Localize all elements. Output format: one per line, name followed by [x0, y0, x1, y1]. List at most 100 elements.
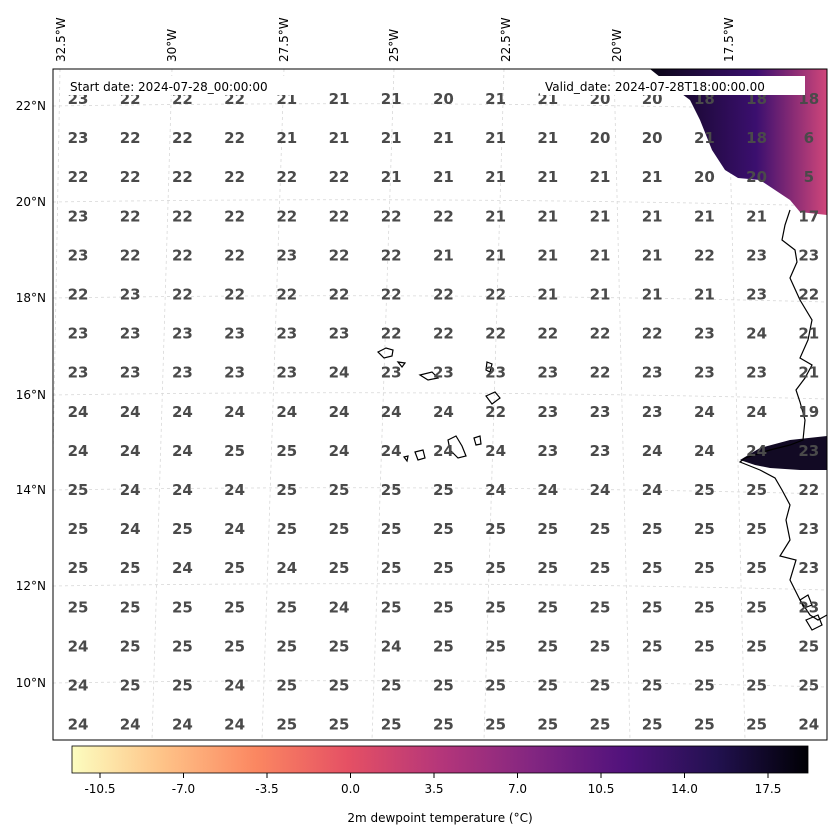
- grid-value-r2-c13: 20: [746, 168, 767, 186]
- grid-value-r2-c6: 21: [381, 168, 402, 186]
- grid-value-r12-c3: 25: [224, 559, 245, 577]
- grid-value-r13-c12: 25: [694, 598, 715, 616]
- grid-value-r13-c1: 25: [120, 598, 141, 616]
- grid-value-r2-c1: 22: [120, 168, 141, 186]
- grid-value-r7-c2: 23: [172, 364, 193, 382]
- grid-value-r7-c5: 24: [329, 364, 350, 382]
- grid-value-r10-c5: 25: [329, 481, 350, 499]
- grid-value-r5-c10: 21: [590, 286, 611, 304]
- grid-value-r3-c6: 22: [381, 207, 402, 225]
- grid-value-r10-c14: 22: [798, 481, 819, 499]
- grid-value-r14-c6: 24: [381, 637, 402, 655]
- map-background: [53, 69, 827, 740]
- grid-value-r15-c8: 25: [485, 677, 506, 695]
- gridline-lat-10n: [53, 680, 827, 688]
- gridline-lat-12n: [53, 583, 827, 591]
- grid-value-r14-c7: 25: [433, 637, 454, 655]
- gridline-lon-27.5w: [261, 69, 285, 740]
- grid-value-r14-c1: 25: [120, 637, 141, 655]
- grid-value-r9-c0: 24: [68, 442, 89, 460]
- grid-value-r5-c13: 23: [746, 286, 767, 304]
- longitude-labels: 32.5°W 30°W 27.5°W 25°W 22.5°W 20°W 17.5…: [54, 17, 736, 62]
- grid-value-r15-c13: 25: [746, 677, 767, 695]
- grid-value-r7-c14: 21: [798, 364, 819, 382]
- gridline-lon-25w: [371, 69, 395, 740]
- grid-value-r14-c10: 25: [590, 637, 611, 655]
- grid-value-r2-c3: 22: [224, 168, 245, 186]
- grid-value-r14-c5: 25: [329, 637, 350, 655]
- lon-label-22.5w: 22.5°W: [499, 17, 513, 62]
- lat-label-18n: 18°N: [16, 291, 46, 305]
- latitude-labels: 22°N 20°N 18°N 16°N 14°N 12°N 10°N: [16, 99, 46, 690]
- grid-value-r11-c5: 25: [329, 520, 350, 538]
- grid-value-r15-c11: 25: [642, 677, 663, 695]
- grid-value-r3-c5: 22: [329, 207, 350, 225]
- grid-value-r8-c5: 24: [329, 403, 350, 421]
- grid-value-r9-c10: 23: [590, 442, 611, 460]
- lat-label-22n: 22°N: [16, 99, 46, 113]
- lon-label-20w: 20°W: [610, 29, 624, 62]
- grid-value-r11-c13: 25: [746, 520, 767, 538]
- coastlines: [376, 209, 827, 631]
- lat-label-10n: 10°N: [16, 676, 46, 690]
- valid-date-text: Valid_date: 2024-07-28T18:00:00.00: [545, 80, 765, 94]
- map-frame: [52, 68, 828, 741]
- grid-value-r3-c0: 23: [68, 207, 89, 225]
- grid-value-r16-c8: 25: [485, 716, 506, 734]
- grid-value-r12-c2: 24: [172, 559, 193, 577]
- valid-date-box: Valid_date: 2024-07-28T18:00:00.00: [540, 76, 805, 95]
- grid-value-r10-c10: 24: [590, 481, 611, 499]
- grid-value-r4-c12: 22: [694, 246, 715, 264]
- colorbar-tick-label-0: -10.5: [84, 782, 115, 796]
- africa-coastline: [738, 209, 827, 621]
- grid-value-r16-c2: 24: [172, 716, 193, 734]
- gridline-lon-17.5w: [727, 69, 746, 740]
- grid-value-r4-c8: 21: [485, 246, 506, 264]
- grid-value-r9-c1: 24: [120, 442, 141, 460]
- grid-value-r4-c0: 23: [68, 246, 89, 264]
- grid-value-r3-c10: 21: [590, 207, 611, 225]
- land-dewpoint-shading-south: [740, 436, 827, 470]
- lon-label-27.5w: 27.5°W: [277, 17, 291, 62]
- grid-value-r1-c7: 21: [433, 129, 454, 147]
- grid-value-r13-c11: 25: [642, 598, 663, 616]
- grid-value-r0-c6: 21: [381, 90, 402, 108]
- grid-value-r3-c4: 22: [276, 207, 297, 225]
- grid-value-r16-c12: 25: [694, 716, 715, 734]
- grid-value-r2-c2: 22: [172, 168, 193, 186]
- grid-value-r16-c4: 25: [276, 716, 297, 734]
- gridline-lat-18n: [53, 295, 827, 303]
- grid-value-r14-c14: 25: [798, 637, 819, 655]
- gridline-lon-20w: [613, 69, 631, 740]
- grid-value-r2-c8: 21: [485, 168, 506, 186]
- grid-value-r8-c11: 23: [642, 403, 663, 421]
- grid-value-r12-c1: 25: [120, 559, 141, 577]
- grid-value-r10-c3: 24: [224, 481, 245, 499]
- grid-value-r4-c5: 22: [329, 246, 350, 264]
- cape-verde-fogo: [414, 449, 426, 461]
- grid-value-r2-c12: 20: [694, 168, 715, 186]
- grid-value-r7-c7: 23: [433, 364, 454, 382]
- grid-value-r15-c14: 25: [798, 677, 819, 695]
- grid-value-r6-c8: 22: [485, 325, 506, 343]
- grid-value-r15-c9: 25: [537, 677, 558, 695]
- grid-value-r6-c2: 23: [172, 325, 193, 343]
- grid-value-r8-c7: 24: [433, 403, 454, 421]
- grid-value-r1-c8: 21: [485, 129, 506, 147]
- grid-value-r4-c4: 23: [276, 246, 297, 264]
- cape-verde-brava: [402, 455, 409, 463]
- colorbar-tick-label-4: 3.5: [424, 782, 443, 796]
- colorbar-gradient: [71, 745, 809, 774]
- grid-value-r10-c1: 24: [120, 481, 141, 499]
- grid-value-r9-c6: 24: [381, 442, 402, 460]
- colorbar-tick-label-7: 14.0: [671, 782, 698, 796]
- grid-value-r3-c8: 21: [485, 207, 506, 225]
- grid-value-r8-c14: 19: [798, 403, 819, 421]
- grid-value-r12-c0: 25: [68, 559, 89, 577]
- grid-value-r3-c11: 21: [642, 207, 663, 225]
- grid-value-r3-c3: 22: [224, 207, 245, 225]
- cape-verde-sal: [485, 361, 493, 373]
- colorbar-tick-label-5: 7.0: [508, 782, 527, 796]
- start-date-box: Start date: 2024-07-28_00:00:00: [64, 76, 314, 95]
- grid-value-r9-c8: 24: [485, 442, 506, 460]
